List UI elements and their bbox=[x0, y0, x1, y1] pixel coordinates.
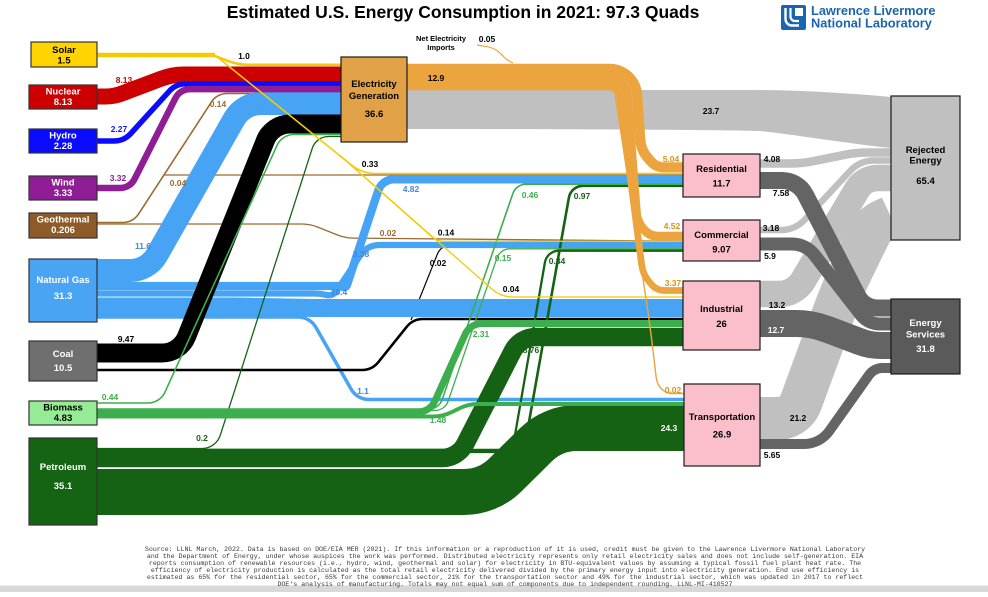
svg-text:0.02: 0.02 bbox=[665, 385, 682, 395]
svg-text:3.33: 3.33 bbox=[54, 188, 73, 199]
svg-text:0.2: 0.2 bbox=[196, 433, 208, 443]
svg-text:0.04: 0.04 bbox=[503, 284, 520, 294]
svg-text:5.04: 5.04 bbox=[663, 154, 680, 164]
svg-text:10.5: 10.5 bbox=[54, 363, 73, 374]
svg-text:1.5: 1.5 bbox=[57, 56, 71, 67]
svg-text:2.27: 2.27 bbox=[111, 124, 128, 134]
svg-text:8.13: 8.13 bbox=[116, 75, 133, 85]
svg-text:1.48: 1.48 bbox=[430, 415, 447, 425]
svg-text:3.38: 3.38 bbox=[353, 249, 370, 259]
svg-text:1.1: 1.1 bbox=[357, 386, 369, 396]
svg-text:10.4: 10.4 bbox=[331, 287, 348, 297]
svg-text:Solar: Solar bbox=[52, 45, 76, 56]
svg-text:3.18: 3.18 bbox=[763, 223, 780, 233]
svg-text:0.206: 0.206 bbox=[51, 225, 75, 236]
svg-text:Industrial: Industrial bbox=[700, 304, 743, 315]
svg-text:0.04: 0.04 bbox=[170, 178, 187, 188]
svg-text:35.1: 35.1 bbox=[54, 481, 73, 492]
svg-text:0.14: 0.14 bbox=[210, 99, 227, 109]
svg-text:Natural Gas: Natural Gas bbox=[36, 275, 89, 286]
svg-text:Source: LLNL March, 2022. Data: Source: LLNL March, 2022. Data is based … bbox=[145, 546, 865, 553]
svg-text:Lawrence Livermore: Lawrence Livermore bbox=[811, 3, 935, 18]
svg-text:Services: Services bbox=[906, 330, 945, 341]
svg-text:3.37: 3.37 bbox=[665, 278, 682, 288]
svg-text:0.33: 0.33 bbox=[362, 159, 379, 169]
svg-text:estimated as 65% for the resid: estimated as 65% for the residential sec… bbox=[147, 574, 863, 581]
svg-text:4.52: 4.52 bbox=[664, 221, 681, 231]
svg-text:11.6: 11.6 bbox=[135, 241, 151, 251]
svg-text:National Laboratory: National Laboratory bbox=[811, 16, 933, 31]
svg-text:DOE's analysis of manufacturin: DOE's analysis of manufacturing. Totals … bbox=[277, 581, 732, 588]
svg-text:Nuclear: Nuclear bbox=[46, 87, 81, 98]
svg-text:31.8: 31.8 bbox=[916, 344, 935, 355]
svg-text:5.9: 5.9 bbox=[764, 251, 776, 261]
svg-text:13.2: 13.2 bbox=[769, 300, 786, 310]
svg-text:Wind: Wind bbox=[51, 178, 74, 189]
svg-text:4.82: 4.82 bbox=[403, 184, 420, 194]
svg-text:Electricity: Electricity bbox=[351, 79, 397, 90]
svg-text:12.7: 12.7 bbox=[768, 325, 785, 335]
svg-text:Commercial: Commercial bbox=[694, 230, 748, 241]
svg-text:Hydro: Hydro bbox=[49, 131, 77, 142]
svg-text:8.76: 8.76 bbox=[523, 345, 540, 355]
svg-text:65.4: 65.4 bbox=[916, 176, 935, 187]
svg-text:0.97: 0.97 bbox=[574, 191, 591, 201]
svg-text:0.14: 0.14 bbox=[438, 228, 455, 238]
svg-text:Petroleum: Petroleum bbox=[40, 462, 86, 473]
svg-text:Energy: Energy bbox=[909, 156, 942, 167]
svg-text:9.47: 9.47 bbox=[118, 334, 135, 344]
svg-text:36.6: 36.6 bbox=[365, 109, 384, 120]
svg-text:23.7: 23.7 bbox=[703, 106, 720, 116]
svg-text:3.32: 3.32 bbox=[110, 173, 127, 183]
svg-text:2.28: 2.28 bbox=[54, 141, 73, 152]
svg-text:Biomass: Biomass bbox=[43, 403, 83, 414]
svg-text:21.2: 21.2 bbox=[790, 413, 807, 423]
svg-text:0.05: 0.05 bbox=[479, 34, 496, 44]
svg-text:26: 26 bbox=[716, 319, 727, 330]
svg-text:4.83: 4.83 bbox=[54, 413, 73, 424]
svg-text:Net Electricity: Net Electricity bbox=[416, 34, 467, 43]
svg-text:Geothermal: Geothermal bbox=[37, 215, 90, 226]
svg-text:Coal: Coal bbox=[53, 349, 74, 360]
svg-text:24.3: 24.3 bbox=[661, 423, 678, 433]
svg-text:Energy: Energy bbox=[909, 318, 942, 329]
svg-text:Imports: Imports bbox=[427, 43, 455, 52]
svg-text:2.31: 2.31 bbox=[473, 329, 490, 339]
svg-text:31.3: 31.3 bbox=[54, 291, 73, 302]
svg-text:0.02: 0.02 bbox=[430, 258, 447, 268]
svg-text:0.15: 0.15 bbox=[495, 253, 512, 263]
svg-text:0.44: 0.44 bbox=[102, 392, 119, 402]
svg-text:12.9: 12.9 bbox=[428, 73, 445, 83]
svg-text:1.0: 1.0 bbox=[238, 51, 250, 61]
svg-text:Residential: Residential bbox=[696, 164, 747, 175]
svg-text:Transportation: Transportation bbox=[689, 412, 756, 423]
svg-text:efficiency of electricity prod: efficiency of electricity production is … bbox=[151, 567, 859, 574]
svg-text:8.13: 8.13 bbox=[54, 97, 73, 108]
svg-text:11.7: 11.7 bbox=[713, 179, 731, 190]
svg-text:0.46: 0.46 bbox=[522, 190, 539, 200]
svg-text:Estimated U.S. Energy Consumpt: Estimated U.S. Energy Consumption in 202… bbox=[227, 2, 700, 22]
svg-text:7.58: 7.58 bbox=[773, 188, 790, 198]
svg-text:9.07: 9.07 bbox=[712, 245, 731, 256]
svg-text:Generation: Generation bbox=[349, 91, 399, 102]
svg-text:5.65: 5.65 bbox=[764, 450, 781, 460]
svg-text:Rejected: Rejected bbox=[906, 145, 946, 156]
svg-text:0.84: 0.84 bbox=[549, 256, 566, 266]
svg-text:0.02: 0.02 bbox=[380, 228, 397, 238]
svg-text:26.9: 26.9 bbox=[713, 430, 732, 441]
svg-text:4.08: 4.08 bbox=[764, 154, 781, 164]
svg-text:and the Department of Energy,: and the Department of Energy, under whos… bbox=[147, 553, 863, 560]
svg-text:reports consumption of renewab: reports consumption of renewable resourc… bbox=[149, 560, 861, 567]
